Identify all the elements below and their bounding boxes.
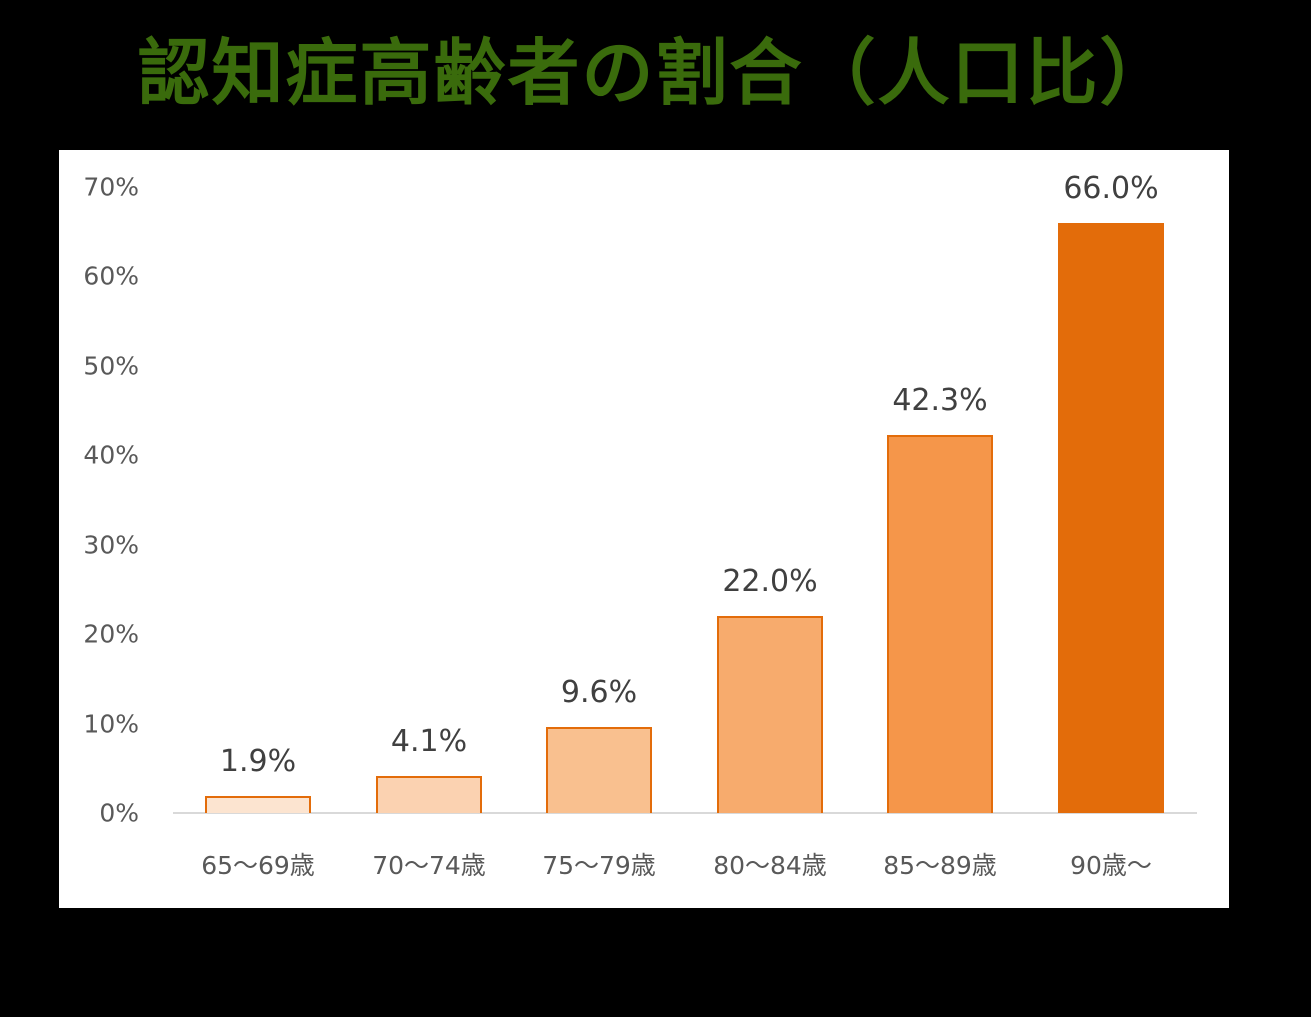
data-label: 42.3% xyxy=(892,382,988,418)
x-category-label: 85〜89歳 xyxy=(883,851,997,880)
data-label: 4.1% xyxy=(390,724,468,760)
bar xyxy=(887,434,993,813)
y-tick-label: 20% xyxy=(83,619,139,649)
bar xyxy=(205,796,311,813)
y-tick-label: 10% xyxy=(83,709,139,739)
bar xyxy=(717,616,823,813)
bar xyxy=(1058,222,1164,813)
x-category-label: 65〜69歳 xyxy=(201,851,315,880)
x-category-label: 75〜79歳 xyxy=(542,851,656,880)
data-label: 9.6% xyxy=(560,675,638,711)
x-category-label: 70〜74歳 xyxy=(372,851,486,880)
y-tick-label: 0% xyxy=(99,798,139,828)
chart-title: 認知症高齢者の割合（人口比） xyxy=(137,31,1174,115)
data-label: 1.9% xyxy=(219,744,297,779)
data-label: 66.0% xyxy=(1063,170,1159,206)
x-category-label: 90歳〜 xyxy=(1070,851,1152,880)
bar xyxy=(546,727,652,813)
x-axis-line xyxy=(173,812,1197,814)
y-tick-label: 70% xyxy=(83,172,139,202)
chart-panel: 0% 10% 20% 30% 40% 50% 60% 70% 1.9% 65〜69歳 4.1% 70〜… xyxy=(59,150,1229,908)
x-category-label: 80〜84歳 xyxy=(713,851,827,880)
y-tick-label: 60% xyxy=(83,261,139,291)
bar xyxy=(376,776,482,813)
data-label: 22.0% xyxy=(722,564,818,600)
y-tick-label: 50% xyxy=(83,351,139,381)
y-tick-label: 30% xyxy=(83,530,139,560)
y-tick-label: 40% xyxy=(83,440,139,470)
